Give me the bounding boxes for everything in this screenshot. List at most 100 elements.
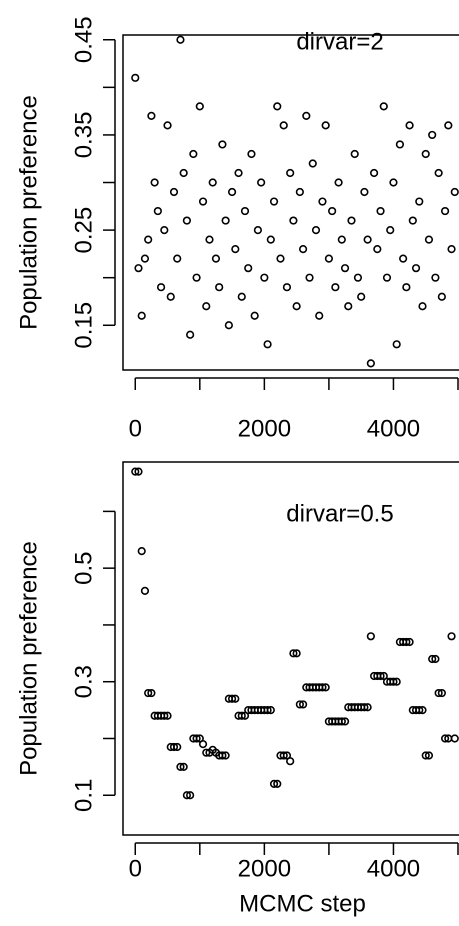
point [147,688,156,698]
point [179,168,188,178]
point [431,654,440,664]
point [434,688,443,698]
point [176,762,185,771]
point [173,742,182,752]
point [366,359,375,368]
point [244,264,253,273]
point [392,677,401,686]
point [363,703,372,712]
point [257,178,266,187]
point [173,254,182,263]
point [221,751,230,760]
point [260,273,269,282]
x-tick-label: 2000 [238,415,291,442]
point [169,742,179,752]
point [227,694,237,703]
point [405,121,414,130]
point [311,225,321,235]
point [318,197,327,206]
x-tick-label: 0 [129,855,142,882]
point [250,311,259,320]
point [437,292,446,301]
point [328,206,337,216]
point [389,677,398,686]
point [295,187,304,197]
point [337,235,346,244]
point [373,245,382,254]
point [156,283,166,292]
point [399,254,408,263]
point [347,216,356,225]
point [134,467,143,476]
point [253,225,263,235]
point [286,757,295,766]
point [266,705,275,715]
y-tick-label: 0.1 [70,779,97,812]
point [231,694,240,703]
point [186,791,195,800]
point [360,703,369,712]
point [240,206,250,216]
point [331,283,340,292]
y-tick-label: 0.5 [70,551,97,584]
point [321,121,330,130]
point [163,711,172,720]
point [160,225,169,235]
point [337,717,346,726]
plot-frame [122,34,459,371]
y-tick-label: 0.3 [70,665,97,698]
point [215,283,224,292]
point [279,121,288,130]
point [269,779,279,789]
point [305,273,314,282]
point [163,121,172,130]
x-tick-label: 4000 [367,415,420,442]
point [366,632,375,641]
point [444,121,453,130]
point [428,654,437,664]
point [424,751,434,760]
point [282,283,292,292]
point [318,683,327,692]
point [276,254,285,263]
point [198,197,208,206]
point [176,35,185,44]
point [150,178,159,187]
point [321,683,330,692]
point [134,264,143,273]
point [379,102,388,111]
point [269,197,279,206]
point [428,130,437,140]
point [292,302,301,311]
y-axis-label: Population preference [15,95,42,330]
point [263,705,272,715]
point [386,225,395,235]
point [211,254,221,263]
point [353,273,363,282]
x-tick-label: 2000 [238,855,291,882]
point [266,235,275,244]
point [273,779,282,789]
annotation: dirvar=0.5 [286,500,393,527]
point [147,111,156,120]
point [292,649,301,658]
point [186,330,195,339]
y-tick-label: 0.35 [70,112,97,159]
point [411,264,421,273]
point [131,73,140,82]
point [447,632,456,641]
point [418,705,427,715]
point [227,187,237,197]
point [360,187,369,197]
point [205,235,214,244]
point [131,467,140,476]
point [437,688,446,698]
point [286,168,295,178]
point [182,216,192,225]
point [402,637,411,647]
point [144,688,153,698]
point [315,311,324,320]
point [208,178,217,187]
point [202,748,211,757]
point [424,235,434,244]
